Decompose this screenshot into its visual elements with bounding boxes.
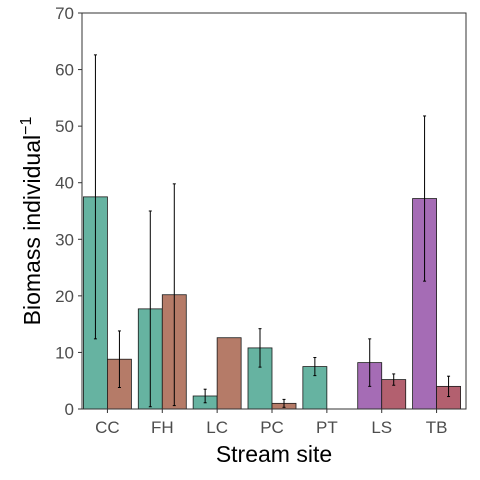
bar-lc-right [216, 337, 242, 410]
y-tick-label: 30 [55, 230, 74, 249]
y-tick-label: 60 [55, 61, 74, 80]
x-tick-label-fh: FH [151, 418, 174, 437]
bars-layer [83, 196, 461, 410]
error-bar-cc-right [117, 330, 121, 389]
x-tick-label-tb: TB [426, 418, 448, 437]
y-axis-ticks: 0 10 20 30 40 50 60 70 [55, 4, 82, 419]
y-axis-title: Biomass individual−1 [18, 117, 45, 326]
error-bars-layer [93, 54, 451, 408]
plot-panel-border [81, 12, 467, 410]
x-tick-label-pc: PC [260, 418, 284, 437]
error-bar-pc-right [282, 398, 286, 408]
y-tick-label: 70 [55, 4, 74, 23]
x-axis-title: Stream site [216, 441, 332, 467]
y-axis-title-superscript: −1 [18, 117, 35, 135]
y-axis-title-main: Biomass individual [19, 135, 45, 325]
error-bar-lc-left [203, 388, 207, 404]
x-tick-label-pt: PT [316, 418, 338, 437]
y-tick-label: 40 [55, 174, 74, 193]
x-axis-ticks: CC FH LC PC PT LS TB [95, 409, 447, 437]
x-tick-label-ls: LS [371, 418, 392, 437]
error-bar-tb-left [423, 115, 427, 282]
error-bar-ls-left [368, 338, 372, 387]
error-bar-pc-left [258, 328, 262, 368]
y-tick-label: 0 [65, 400, 74, 419]
error-bar-pt-left [313, 357, 317, 377]
error-bar-ls-right [392, 373, 396, 386]
x-tick-label-lc: LC [206, 418, 228, 437]
y-tick-label: 50 [55, 117, 74, 136]
error-bar-fh-left [148, 210, 152, 408]
y-tick-label: 20 [55, 287, 74, 306]
x-tick-label-cc: CC [95, 418, 120, 437]
error-bar-fh-right [172, 183, 176, 407]
y-tick-label: 10 [55, 343, 74, 362]
error-bar-cc-left [93, 54, 97, 340]
error-bar-tb-right [447, 375, 451, 398]
